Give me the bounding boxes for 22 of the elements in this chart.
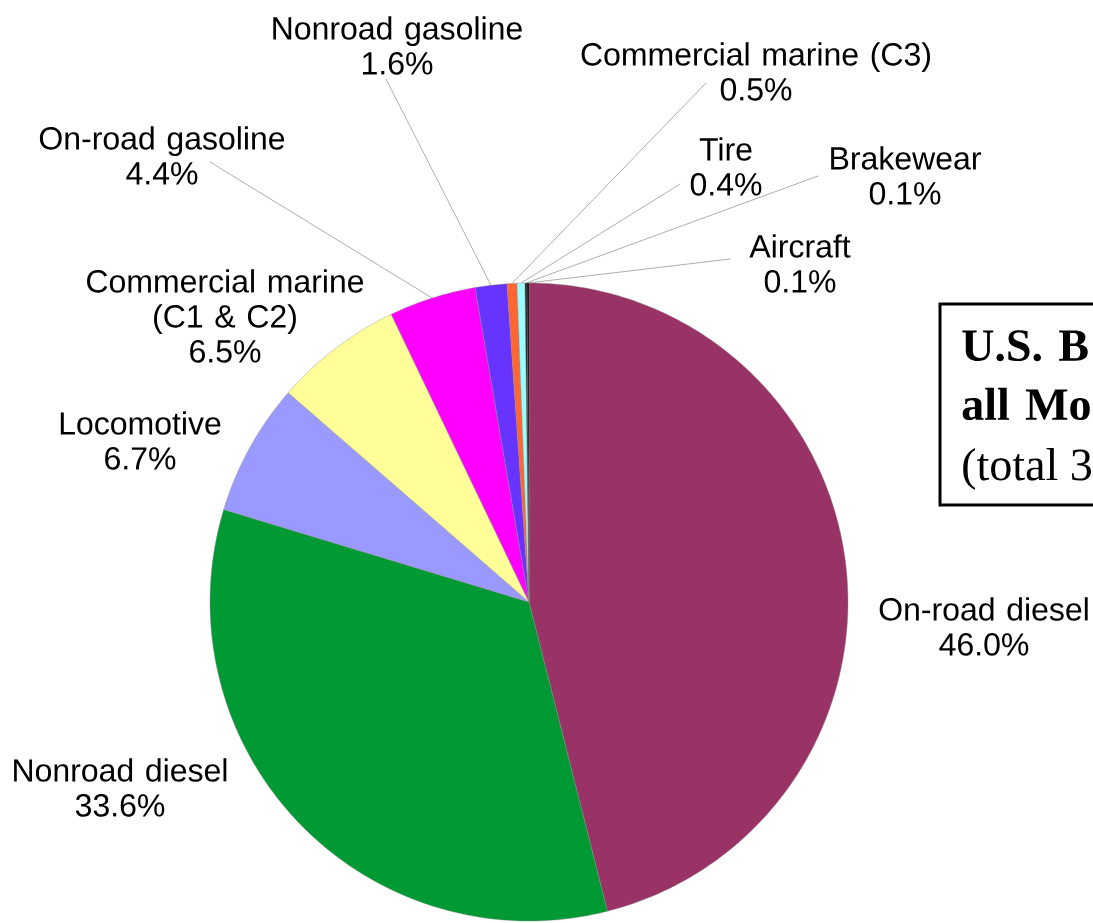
data-label: 0.1% bbox=[764, 270, 836, 293]
data-label: 1.6% bbox=[362, 52, 433, 75]
data-label: 46.0% bbox=[939, 633, 1029, 656]
slice-label: Commercial marine (C3) bbox=[581, 42, 930, 73]
slice-label: Commercial marine (C1 & C2) bbox=[87, 269, 364, 335]
text: (total 3 bbox=[963, 448, 1091, 490]
data-label: 4.4% bbox=[126, 162, 198, 185]
text: U.S. B all Mo bbox=[962, 330, 1090, 421]
data-label: 0.1% bbox=[869, 182, 941, 205]
slice-label: Brakewear bbox=[831, 146, 981, 170]
slice-label: On-road gasoline bbox=[39, 126, 285, 157]
data-label: 0.5% bbox=[720, 78, 792, 101]
data-label: 6.5% bbox=[190, 340, 261, 363]
slice-label: On-road diesel bbox=[879, 597, 1088, 621]
slice-label: Nonroad diesel bbox=[14, 758, 227, 782]
data-label: 0.4% bbox=[690, 173, 762, 196]
data-label: 6.7% bbox=[105, 447, 176, 470]
data-label: 33.6% bbox=[75, 794, 165, 817]
slice-label: Aircraft bbox=[749, 234, 851, 258]
slice-label: Nonroad gasoline bbox=[273, 16, 522, 47]
slice-label: Tire bbox=[699, 137, 752, 161]
slice-label: Locomotive bbox=[60, 411, 221, 435]
